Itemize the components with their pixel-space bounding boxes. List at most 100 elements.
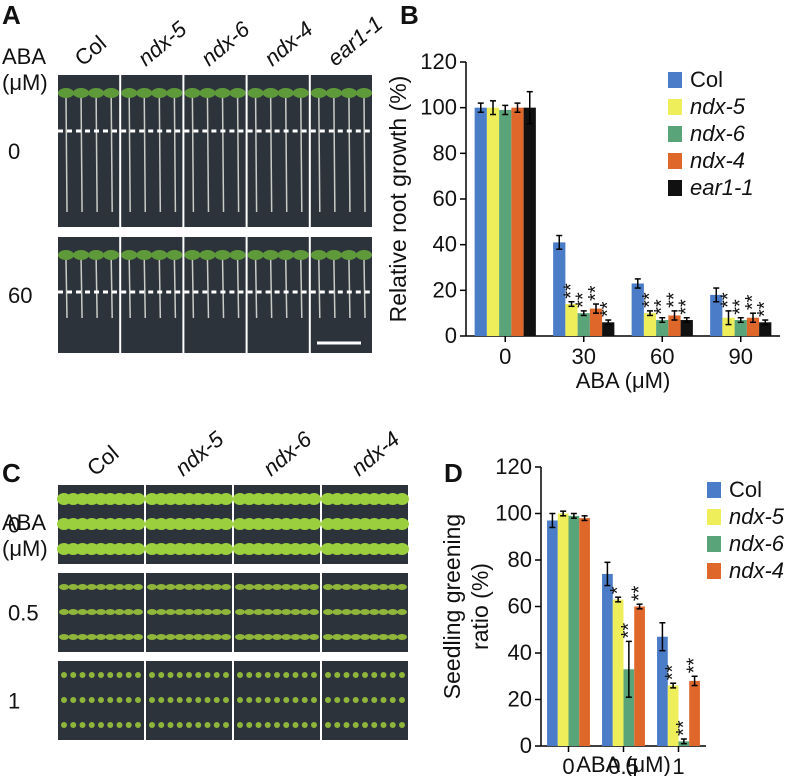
- seedling: [380, 672, 387, 678]
- x-tick-label: 0.5: [608, 754, 639, 776]
- seedling: [301, 697, 308, 703]
- column-label: ndx-4: [346, 426, 404, 481]
- cotyledon: [103, 250, 120, 260]
- seedling: [125, 722, 132, 728]
- seedling: [116, 672, 123, 678]
- seedling: [211, 609, 222, 615]
- seedling: [70, 722, 77, 728]
- root: [254, 258, 258, 319]
- seedling: [165, 609, 176, 615]
- seedling: [133, 584, 143, 590]
- seedling: [204, 697, 211, 703]
- seedling: [362, 722, 368, 728]
- bar: [643, 313, 657, 336]
- seedling: [70, 672, 77, 678]
- seedling: [59, 634, 69, 640]
- root: [269, 258, 273, 319]
- seedling: [123, 634, 134, 640]
- seedling: [237, 722, 243, 728]
- seedling: [158, 672, 165, 678]
- seedling: [299, 584, 310, 590]
- root: [206, 258, 210, 319]
- seedling: [131, 493, 145, 505]
- cotyledon: [277, 250, 294, 260]
- seedling: [395, 543, 409, 555]
- bar: [734, 320, 747, 336]
- bar: [657, 636, 668, 746]
- seedling: [255, 722, 262, 728]
- significance: **: [651, 299, 673, 315]
- cotyledon: [58, 250, 74, 260]
- bar: [680, 320, 693, 336]
- seedling: [309, 634, 319, 640]
- seedling: [202, 584, 213, 590]
- seedling: [299, 634, 310, 640]
- seedling: [378, 609, 389, 615]
- legend-label: ndx-5: [729, 504, 785, 529]
- bar: [631, 283, 644, 336]
- seedling: [281, 634, 292, 640]
- seedling: [264, 697, 271, 703]
- seedling: [362, 697, 368, 703]
- seedling: [235, 584, 245, 590]
- y-tick-label: 0: [445, 323, 457, 348]
- column-label: ndx-6: [196, 16, 255, 71]
- cotyledon: [247, 250, 264, 260]
- seedling: [244, 609, 255, 615]
- seedling: [253, 634, 264, 640]
- bar: [667, 685, 679, 746]
- cotyledon: [310, 250, 327, 260]
- seedling: [221, 634, 231, 640]
- root: [128, 96, 131, 213]
- seedling: [158, 697, 165, 703]
- seedling: [371, 672, 378, 678]
- y-axis-label: Relative root growth (%): [385, 76, 411, 323]
- seedling: [202, 634, 213, 640]
- seedling: [133, 609, 143, 615]
- seedling: [156, 634, 167, 640]
- root: [110, 96, 113, 213]
- bar: [710, 294, 723, 336]
- bar: [668, 315, 681, 336]
- seedling: [235, 609, 245, 615]
- legend-label: ndx-4: [729, 558, 784, 583]
- seedling: [156, 609, 167, 615]
- root: [348, 258, 351, 319]
- cotyledon: [356, 88, 372, 98]
- column-label: ndx-5: [170, 426, 229, 481]
- legend-label: Col: [690, 67, 723, 92]
- root: [318, 258, 321, 319]
- seedling: [96, 584, 106, 590]
- cotyledon: [325, 250, 342, 260]
- seedling: [389, 722, 396, 728]
- seedling: [397, 584, 407, 590]
- y-tick-label: 60: [433, 186, 457, 211]
- x-tick-label: 30: [572, 344, 596, 369]
- significance: **: [629, 585, 651, 601]
- seedling: [114, 609, 125, 615]
- seedling: [301, 672, 308, 678]
- y-tick-label: 120: [420, 49, 457, 74]
- seedling: [59, 584, 69, 590]
- cotyledon: [292, 88, 309, 98]
- cotyledon: [121, 88, 138, 98]
- seedling: [186, 672, 192, 678]
- seedling: [309, 584, 319, 590]
- root: [173, 96, 177, 213]
- seedling: [176, 697, 183, 703]
- seedling: [70, 697, 77, 703]
- bar: [474, 107, 487, 337]
- root: [191, 258, 195, 319]
- bar: [565, 304, 578, 336]
- y-tick-label: 40: [433, 232, 457, 257]
- cotyledon: [199, 250, 216, 260]
- cotyledon: [247, 88, 264, 98]
- seedling: [264, 672, 271, 678]
- seedling: [77, 609, 88, 615]
- seedling: [176, 722, 183, 728]
- root: [284, 96, 288, 213]
- y-tick-label: 60: [508, 594, 532, 619]
- seedling: [223, 672, 229, 678]
- seedling: [274, 722, 280, 728]
